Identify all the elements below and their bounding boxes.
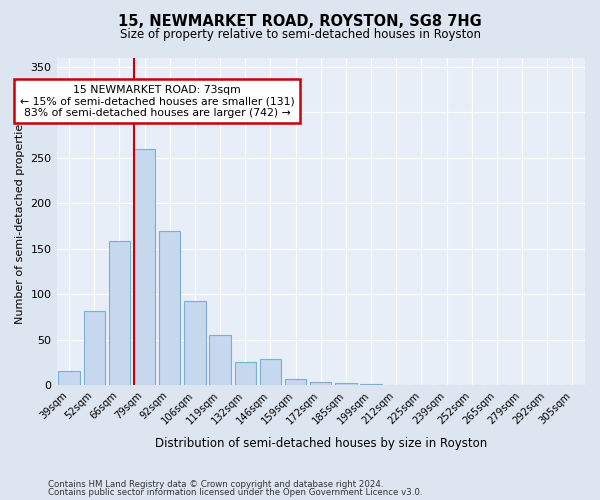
- Text: Contains HM Land Registry data © Crown copyright and database right 2024.: Contains HM Land Registry data © Crown c…: [48, 480, 383, 489]
- Bar: [361, 384, 382, 386]
- Bar: [209, 336, 231, 386]
- Bar: [235, 362, 256, 386]
- Bar: [184, 300, 206, 386]
- Bar: [58, 371, 80, 386]
- Bar: [159, 232, 181, 386]
- Text: 15, NEWMARKET ROAD, ROYSTON, SG8 7HG: 15, NEWMARKET ROAD, ROYSTON, SG8 7HG: [118, 14, 482, 29]
- Bar: [335, 382, 356, 386]
- Bar: [134, 150, 155, 386]
- X-axis label: Distribution of semi-detached houses by size in Royston: Distribution of semi-detached houses by …: [155, 437, 487, 450]
- Bar: [260, 359, 281, 386]
- Bar: [285, 379, 307, 386]
- Y-axis label: Number of semi-detached properties: Number of semi-detached properties: [15, 118, 25, 324]
- Text: 15 NEWMARKET ROAD: 73sqm
← 15% of semi-detached houses are smaller (131)
83% of : 15 NEWMARKET ROAD: 73sqm ← 15% of semi-d…: [20, 85, 295, 118]
- Bar: [109, 242, 130, 386]
- Text: Contains public sector information licensed under the Open Government Licence v3: Contains public sector information licen…: [48, 488, 422, 497]
- Text: Size of property relative to semi-detached houses in Royston: Size of property relative to semi-detach…: [119, 28, 481, 41]
- Bar: [83, 310, 105, 386]
- Bar: [310, 382, 331, 386]
